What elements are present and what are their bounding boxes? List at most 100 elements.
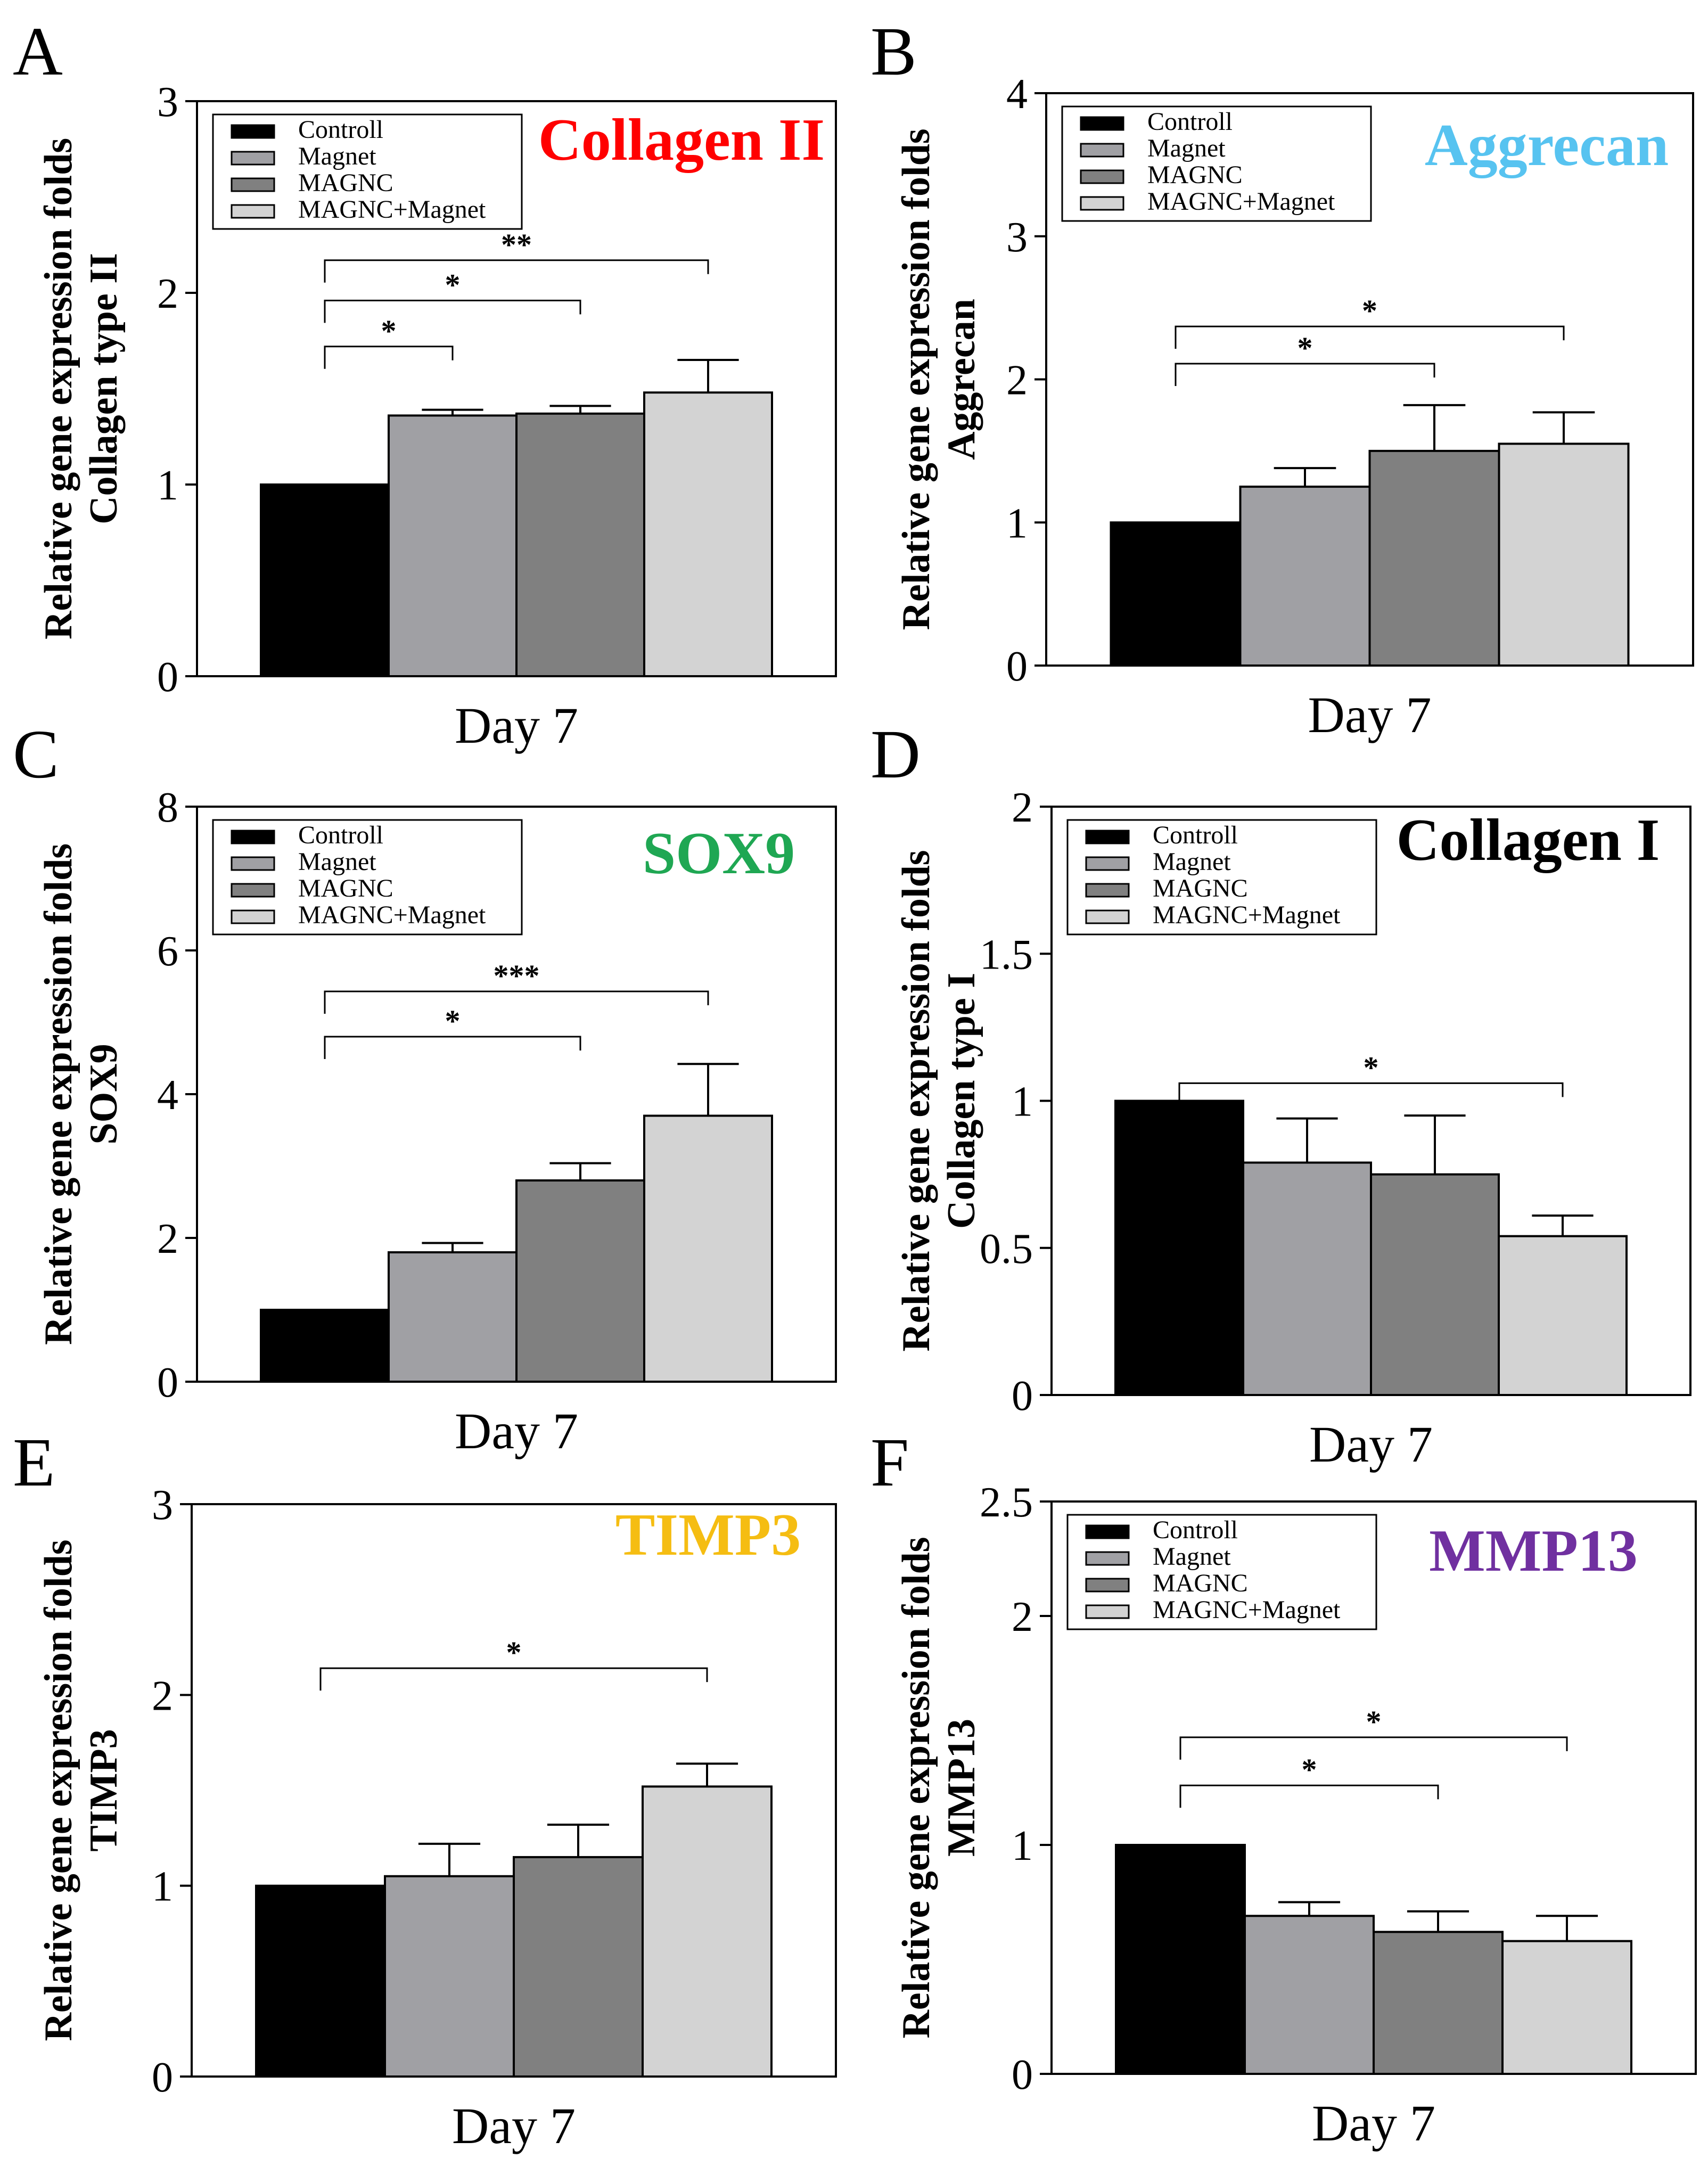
legend-swatch: [231, 856, 275, 871]
bar-2: [1370, 1173, 1500, 1396]
y-tick-label: 1.5: [980, 931, 1033, 978]
bar-0: [255, 1884, 386, 2078]
legend-swatch: [1085, 1578, 1130, 1593]
significance-bracket: [1179, 1784, 1439, 1808]
y-axis-sublabel: MMP13: [940, 1719, 983, 1857]
significance-bracket: [1175, 363, 1435, 386]
y-tick-label: 0: [1012, 1373, 1033, 1419]
y-tick-label: 1: [1012, 1079, 1033, 1126]
significance-bracket: [319, 1667, 708, 1691]
bar-1: [388, 414, 518, 678]
legend-swatch: [1085, 883, 1130, 898]
legend-swatch: [1085, 830, 1130, 844]
y-tick-label: 1: [152, 1864, 173, 1910]
significance-label: *: [1302, 1752, 1317, 1787]
y-axis-sublabel: Collagen type I: [940, 973, 983, 1229]
bar-0: [260, 1309, 390, 1383]
y-axis-sublabel: SOX9: [82, 1044, 126, 1144]
legend-swatch: [231, 830, 275, 844]
legend-swatch: [1085, 856, 1130, 871]
legend-swatch: [231, 151, 275, 166]
significance-label: *: [506, 1635, 522, 1670]
legend-label: Controll: [298, 116, 383, 144]
significance-bracket: [324, 299, 581, 323]
bar-2: [1373, 1931, 1504, 2075]
panel-letter: B: [871, 13, 917, 90]
significance-label: **: [501, 227, 532, 262]
y-tick-label: 0: [1006, 643, 1028, 690]
y-tick-label: 1: [157, 462, 178, 509]
significance-label: *: [445, 267, 461, 302]
chart-title: SOX9: [643, 820, 795, 887]
bar-3: [643, 1114, 773, 1383]
legend-swatch: [1085, 1551, 1130, 1566]
bar-1: [1242, 1161, 1372, 1396]
legend-label: MAGNC: [1153, 874, 1248, 902]
significance-label: *: [1364, 1050, 1379, 1085]
legend-swatch: [231, 177, 275, 192]
legend-swatch: [1085, 1604, 1130, 1619]
legend-label: Magnet: [298, 848, 376, 876]
y-tick-label: 0.5: [980, 1226, 1033, 1273]
x-axis-label: Day 7: [1308, 686, 1432, 743]
chart-title: Collagen II: [538, 107, 825, 173]
legend-label: MAGNC+Magnet: [298, 901, 486, 929]
y-axis-label: Relative gene expression folds: [37, 843, 80, 1345]
y-tick-label: 4: [1006, 71, 1028, 118]
x-axis-label: Day 7: [1312, 2095, 1435, 2152]
significance-label: *: [445, 1004, 461, 1038]
legend-swatch: [231, 124, 275, 139]
legend-swatch: [1080, 116, 1124, 131]
panel-d: D 0 0.5 1 1.5 2 * Collagen I Day 7 Relative gene …: [871, 716, 1691, 1473]
panel-letter: D: [871, 716, 921, 793]
y-axis-label: Relative gene expression folds: [894, 850, 938, 1351]
significance-bracket: [324, 259, 709, 283]
y-tick-label: 2: [152, 1672, 173, 1719]
significance-bracket: [1179, 1736, 1568, 1760]
x-axis-label: Day 7: [452, 2097, 576, 2154]
bar-0: [1110, 521, 1242, 667]
legend-label: Controll: [1147, 108, 1233, 136]
legend-label: Controll: [1153, 1516, 1238, 1544]
y-tick-label: 2: [157, 1216, 178, 1262]
bar-2: [1368, 449, 1500, 667]
chart-title: MMP13: [1429, 1518, 1638, 1584]
bar-2: [515, 1179, 645, 1383]
y-tick-label: 2: [157, 270, 178, 317]
legend-label: Controll: [1153, 821, 1238, 849]
bar-0: [260, 483, 390, 677]
x-axis-label: Day 7: [455, 697, 578, 754]
legend-label: MAGNC: [1153, 1569, 1248, 1597]
x-axis-label: Day 7: [455, 1402, 578, 1459]
bar-3: [1498, 1235, 1628, 1396]
bar-2: [515, 412, 645, 677]
panel-letter: E: [13, 1424, 55, 1501]
bar-3: [1501, 1940, 1632, 2075]
significance-label: *: [1362, 293, 1377, 328]
y-axis-label: Relative gene expression folds: [894, 1537, 938, 2038]
bar-1: [1239, 486, 1371, 667]
significance-bracket: [324, 990, 709, 1014]
y-tick-label: 0: [157, 654, 178, 701]
significance-label: ***: [494, 958, 540, 993]
y-tick-label: 4: [157, 1072, 178, 1119]
legend-swatch: [1080, 143, 1124, 158]
legend-label: MAGNC+Magnet: [298, 195, 486, 224]
significance-label: *: [381, 314, 397, 348]
chart-title: TIMP3: [615, 1502, 801, 1568]
significance-label: *: [1298, 331, 1313, 365]
chart-title: Collagen I: [1397, 807, 1660, 873]
legend-label: MAGNC: [298, 874, 393, 902]
legend-label: MAGNC+Magnet: [1153, 901, 1341, 929]
y-axis-label: Relative gene expression folds: [37, 138, 80, 639]
bar-0: [1114, 1099, 1244, 1396]
legend-swatch: [231, 909, 275, 924]
y-tick-label: 0: [1012, 2052, 1033, 2098]
bar-3: [643, 391, 773, 677]
legend-label: Magnet: [1147, 134, 1226, 162]
panel-b: B 0 1 2 3 4 * * Aggrecan Day 7 Relative gene expre…: [871, 13, 1694, 743]
significance-bracket: [1175, 325, 1565, 349]
